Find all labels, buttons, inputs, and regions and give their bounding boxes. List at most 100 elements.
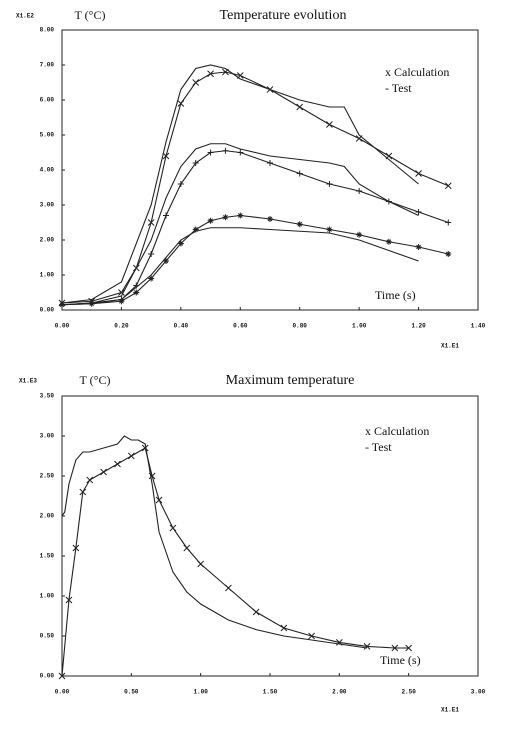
- data-marker: [177, 100, 185, 107]
- data-marker: [391, 644, 399, 652]
- data-marker: [445, 251, 452, 257]
- data-marker: [155, 496, 163, 504]
- series-line: [61, 64, 419, 304]
- series-line: [61, 227, 419, 306]
- data-marker: [415, 209, 422, 215]
- data-marker: [177, 181, 184, 187]
- x-tick-label: 1.00: [352, 323, 367, 330]
- y-tick-label: 2.00: [40, 237, 55, 244]
- y-tick-label: 3.50: [40, 393, 55, 400]
- data-marker: [169, 524, 177, 532]
- data-marker: [385, 238, 392, 245]
- x-tick-label: 1.50: [263, 689, 278, 696]
- data-marker: [415, 244, 422, 250]
- data-marker: [405, 644, 413, 652]
- y-tick-label: 6.00: [40, 97, 55, 104]
- y-tick-label: 0.00: [40, 673, 55, 680]
- data-marker: [444, 182, 452, 190]
- data-marker: [141, 444, 149, 452]
- y-tick-label: 1.00: [40, 272, 55, 279]
- data-marker: [207, 70, 214, 78]
- data-marker: [192, 226, 199, 233]
- x-tick-label: 0.00: [55, 323, 70, 330]
- x-multiplier: X1.E1: [441, 343, 459, 350]
- data-marker: [326, 121, 333, 128]
- data-marker: [267, 216, 273, 222]
- y-tick-label: 5.00: [40, 132, 55, 139]
- y-axis-label: T (°C): [75, 8, 106, 22]
- x-axis-label: Time (s): [375, 288, 416, 302]
- data-marker: [225, 584, 232, 592]
- y-tick-label: 4.00: [40, 167, 55, 174]
- data-marker: [148, 251, 155, 257]
- y-axis-label: T (°C): [80, 373, 111, 387]
- y-tick-label: 1.50: [40, 553, 55, 560]
- data-marker: [162, 152, 170, 160]
- data-marker: [296, 221, 303, 228]
- data-marker: [147, 219, 155, 226]
- data-marker: [280, 624, 288, 632]
- y-multiplier: X1.E2: [16, 13, 34, 20]
- y-tick-label: 8.00: [40, 27, 55, 34]
- data-marker: [86, 476, 94, 484]
- x-multiplier: X1.E1: [441, 707, 459, 714]
- data-marker: [177, 240, 184, 247]
- data-marker: [308, 632, 315, 640]
- x-tick-label: 3.00: [471, 689, 486, 696]
- data-marker: [237, 149, 244, 156]
- y-tick-label: 0.50: [40, 633, 55, 640]
- series-line: [61, 435, 368, 649]
- chart-title: Temperature evolution: [220, 8, 347, 23]
- x-tick-label: 1.00: [193, 689, 208, 696]
- y-tick-label: 3.00: [40, 433, 55, 440]
- y-tick-label: 2.00: [40, 513, 55, 520]
- x-tick-label: 0.60: [233, 323, 248, 330]
- y-multiplier: X1.E3: [19, 378, 37, 385]
- series-line: [61, 71, 449, 304]
- y-tick-label: 2.50: [40, 473, 55, 480]
- x-tick-label: 0.50: [124, 689, 139, 696]
- data-marker: [58, 672, 66, 680]
- data-marker: [183, 544, 191, 552]
- legend-entry: x Calculation: [365, 424, 429, 438]
- x-tick-label: 2.00: [332, 689, 347, 696]
- data-marker: [363, 643, 371, 650]
- series-line: [61, 143, 419, 306]
- data-marker: [192, 160, 199, 166]
- data-marker: [207, 217, 214, 224]
- data-marker: [326, 181, 333, 187]
- x-tick-label: 0.20: [114, 323, 129, 330]
- x-tick-label: 0.00: [55, 689, 70, 696]
- data-marker: [237, 212, 244, 219]
- x-tick-label: 0.80: [293, 323, 308, 330]
- x-tick-label: 2.50: [401, 689, 416, 696]
- x-tick-label: 0.40: [174, 323, 189, 330]
- legend-entry: x Calculation: [385, 65, 449, 79]
- data-marker: [100, 468, 107, 476]
- x-tick-label: 1.40: [471, 323, 486, 330]
- data-marker: [296, 103, 304, 111]
- data-marker: [445, 219, 452, 226]
- data-marker: [148, 275, 155, 282]
- data-marker: [133, 289, 140, 296]
- data-marker: [127, 452, 135, 460]
- data-marker: [267, 160, 273, 166]
- y-tick-label: 1.00: [40, 593, 55, 600]
- data-marker: [118, 298, 125, 305]
- data-marker: [356, 188, 363, 194]
- data-marker: [222, 147, 229, 154]
- plot-frame: [61, 395, 479, 677]
- legend-entry: - Test: [385, 81, 412, 95]
- data-marker: [326, 226, 333, 233]
- y-tick-label: 7.00: [40, 62, 55, 69]
- series-line: [61, 447, 409, 677]
- data-marker: [356, 231, 363, 238]
- data-marker: [296, 170, 303, 177]
- data-marker: [114, 460, 121, 468]
- data-marker: [207, 149, 214, 156]
- chart-title: Maximum temperature: [226, 373, 355, 388]
- data-marker: [79, 488, 87, 496]
- data-marker: [65, 596, 73, 604]
- data-marker: [197, 560, 205, 568]
